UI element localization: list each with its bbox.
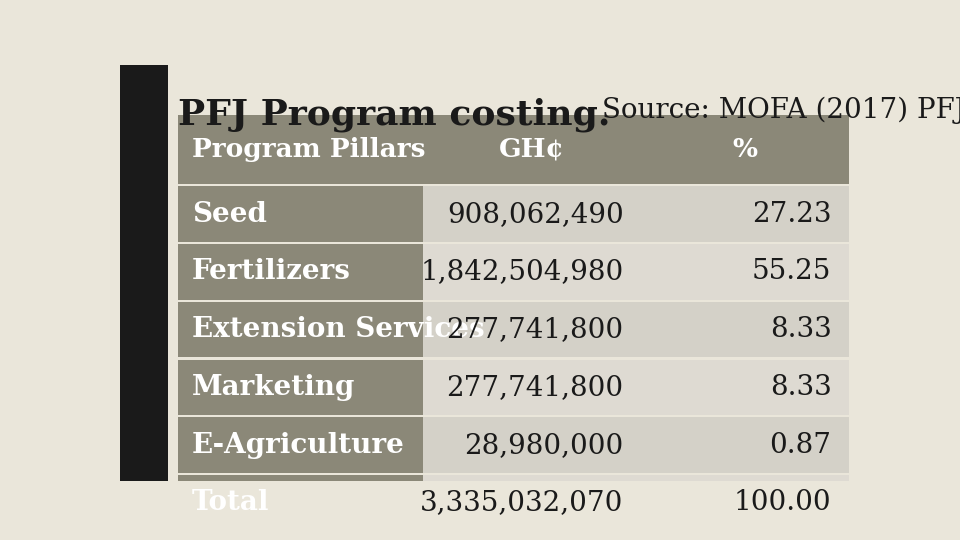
Bar <box>179 475 422 531</box>
Bar <box>640 417 849 473</box>
Bar <box>422 186 640 242</box>
Bar <box>179 244 422 300</box>
Text: 0.87: 0.87 <box>770 431 831 458</box>
Text: 27.23: 27.23 <box>752 201 831 228</box>
Bar <box>640 186 849 242</box>
Text: 8.33: 8.33 <box>770 316 831 343</box>
Bar <box>422 244 640 300</box>
Text: 277,741,800: 277,741,800 <box>446 316 624 343</box>
Text: Marketing: Marketing <box>192 374 355 401</box>
Text: Program Pillars: Program Pillars <box>192 137 425 162</box>
Text: %: % <box>732 137 757 162</box>
Text: Source: MOFA (2017) PFJ: Strategic Plan: Source: MOFA (2017) PFJ: Strategic Plan <box>593 97 960 125</box>
Bar <box>179 186 422 242</box>
Bar <box>179 417 422 473</box>
Text: Extension Services: Extension Services <box>192 316 485 343</box>
Bar <box>422 475 640 531</box>
Text: PFJ Program costing.: PFJ Program costing. <box>179 97 611 132</box>
Text: 277,741,800: 277,741,800 <box>446 374 624 401</box>
Text: 55.25: 55.25 <box>752 259 831 286</box>
Bar <box>422 115 640 184</box>
Bar <box>640 244 849 300</box>
Bar <box>422 417 640 473</box>
Text: 100.00: 100.00 <box>733 489 831 516</box>
Bar <box>640 360 849 415</box>
Text: 3,335,032,070: 3,335,032,070 <box>420 489 624 516</box>
Bar <box>422 360 640 415</box>
Bar <box>422 302 640 357</box>
Bar <box>179 360 422 415</box>
Bar <box>640 115 849 184</box>
Bar <box>640 475 849 531</box>
Text: GH¢: GH¢ <box>499 137 564 162</box>
Bar <box>179 302 422 357</box>
Text: 1,842,504,980: 1,842,504,980 <box>420 259 624 286</box>
Bar <box>640 302 849 357</box>
Text: 8.33: 8.33 <box>770 374 831 401</box>
Text: E-Agriculture: E-Agriculture <box>192 431 405 458</box>
Text: 908,062,490: 908,062,490 <box>447 201 624 228</box>
Text: Fertilizers: Fertilizers <box>192 259 351 286</box>
Text: Total: Total <box>192 489 270 516</box>
Bar <box>179 115 422 184</box>
Bar <box>120 65 168 481</box>
Text: Seed: Seed <box>192 201 267 228</box>
Text: 28,980,000: 28,980,000 <box>465 431 624 458</box>
